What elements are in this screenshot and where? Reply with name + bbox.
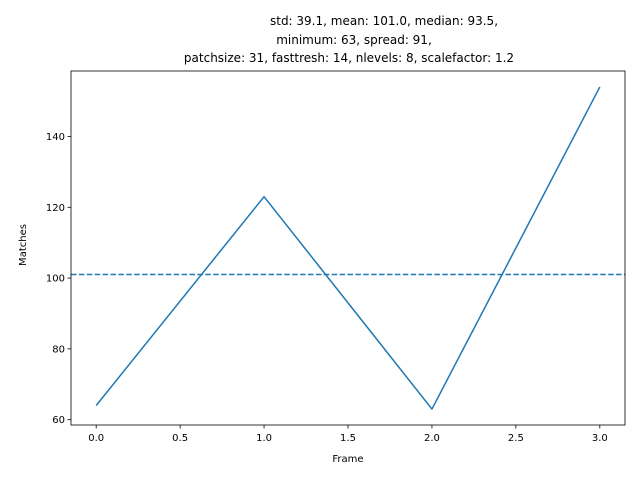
x-tick-label: 1.0 [256, 433, 272, 444]
chart-title-line-1: std: 39.1, mean: 101.0, median: 93.5, [270, 14, 498, 28]
y-axis-ticks: 60 80 100 120 140 [46, 132, 71, 426]
x-tick-label: 1.5 [340, 433, 356, 444]
x-tick-label: 2.0 [424, 433, 440, 444]
chart-title: std: 39.1, mean: 101.0, median: 93.5, mi… [184, 14, 514, 65]
x-tick-label: 3.0 [592, 433, 608, 444]
y-tick-label: 120 [46, 203, 65, 214]
x-axis-ticks: 0.0 0.5 1.0 1.5 2.0 2.5 3.0 [88, 425, 608, 444]
series-line [95, 86, 601, 410]
x-tick-label: 0.5 [172, 433, 188, 444]
chart-title-line-2: minimum: 63, spread: 91, [276, 33, 432, 47]
axes-frame [70, 70, 626, 426]
y-tick-label: 80 [52, 344, 65, 355]
x-axis-label: Frame [332, 454, 363, 465]
y-axis-label: Matches [18, 224, 29, 266]
plot-area [70, 70, 626, 426]
y-tick-label: 100 [46, 274, 65, 285]
y-tick-label: 60 [52, 415, 65, 426]
chart-title-line-3: patchsize: 31, fasttresh: 14, nlevels: 8… [184, 51, 514, 65]
y-tick-label: 140 [46, 132, 65, 143]
x-tick-label: 2.5 [508, 433, 524, 444]
x-tick-label: 0.0 [88, 433, 104, 444]
